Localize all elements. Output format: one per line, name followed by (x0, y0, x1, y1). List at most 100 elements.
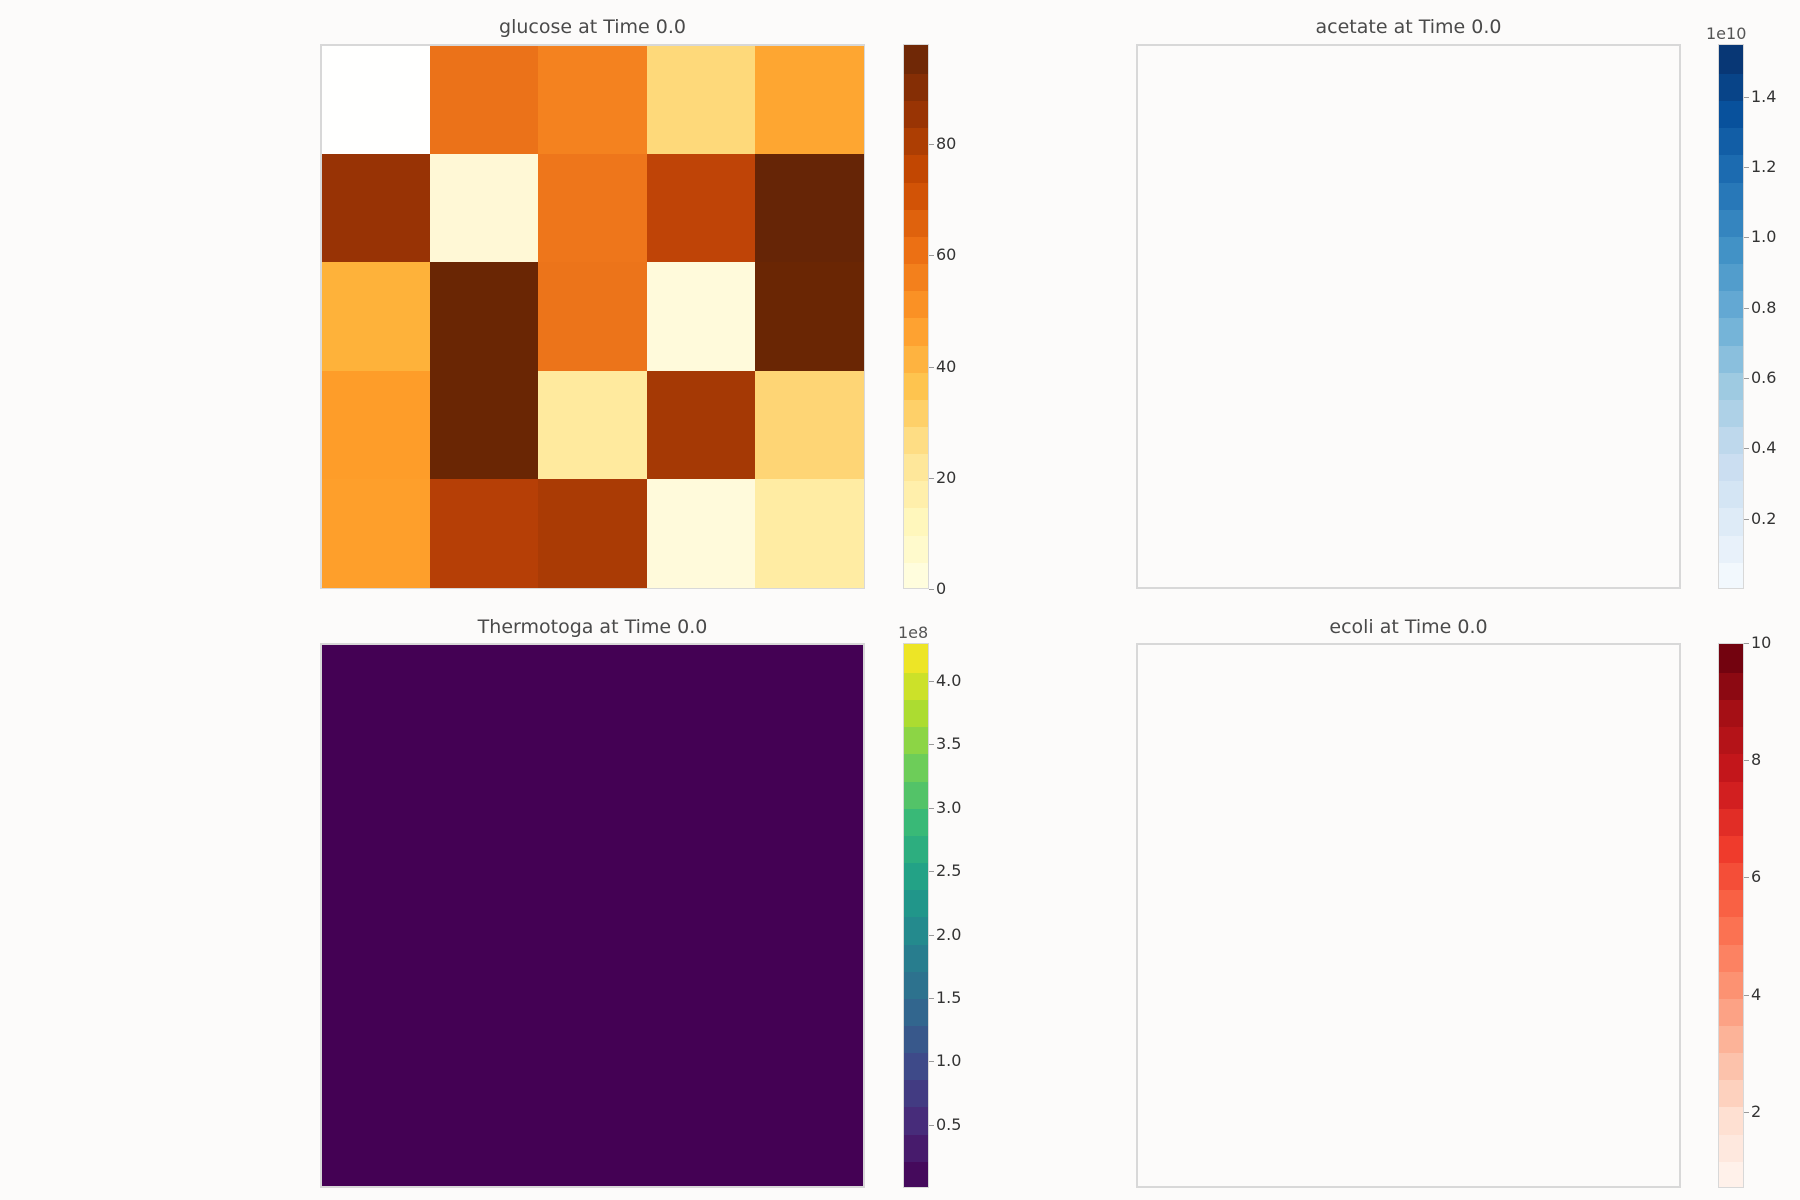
colorbar-tick-label: 80 (936, 134, 957, 154)
thermotoga-heatmap (320, 643, 865, 1188)
heatmap-cell (646, 46, 756, 155)
colorbar-band (1719, 425, 1743, 455)
colorbar-band (1719, 99, 1743, 129)
heatmap-cell (538, 46, 648, 155)
heatmap-cell (538, 154, 648, 264)
colorbar-band (1719, 452, 1743, 482)
heatmap-cell (430, 154, 540, 264)
colorbar-tick-mark (929, 871, 934, 873)
heatmap-cell (538, 262, 648, 372)
colorbar-band (904, 316, 928, 346)
heatmap-cell (430, 46, 540, 155)
colorbar-tick-mark (1744, 448, 1749, 450)
colorbar-band (904, 343, 928, 373)
colorbar-tick-label: 1.4 (1751, 86, 1777, 106)
colorbar-tick-mark (1744, 643, 1749, 644)
colorbar-band (904, 1051, 928, 1081)
colorbar-tick-mark (1744, 1111, 1749, 1113)
colorbar-band (904, 1105, 928, 1135)
colorbar-tick-mark (929, 255, 934, 257)
colorbar-band (1719, 126, 1743, 156)
heatmap-cell (430, 370, 540, 480)
colorbar-tick-label: 1.0 (1751, 227, 1777, 247)
colorbar-band (1719, 1051, 1743, 1081)
colorbar-band (904, 45, 928, 74)
colorbar-band (1719, 671, 1743, 701)
heatmap-cell (754, 370, 864, 480)
colorbar-band (1719, 1105, 1743, 1135)
colorbar-band (904, 834, 928, 864)
ecoli-heatmap (1136, 643, 1681, 1188)
colorbar-tick-mark (1744, 167, 1749, 169)
colorbar-band (1719, 235, 1743, 265)
colorbar-tick-mark (929, 681, 934, 683)
acetate-colorbar-multiplier: 1e10 (1706, 24, 1747, 43)
colorbar-tick-label: 4.0 (936, 671, 962, 691)
colorbar-band (1719, 533, 1743, 563)
colorbar-band (1719, 969, 1743, 999)
colorbar-band (904, 996, 928, 1026)
heatmap-cell (538, 478, 648, 588)
colorbar-tick-mark (1744, 96, 1749, 98)
colorbar-band (904, 506, 928, 536)
colorbar-band (1719, 888, 1743, 918)
colorbar-band (1719, 370, 1743, 400)
heatmap-cell (430, 262, 540, 372)
colorbar-tick-label: 1.5 (936, 987, 962, 1007)
colorbar-band (1719, 479, 1743, 509)
colorbar-band (1719, 942, 1743, 972)
thermotoga-title: Thermotoga at Time 0.0 (477, 616, 708, 638)
colorbar-band (904, 861, 928, 891)
colorbar-tick-mark (1744, 994, 1749, 996)
colorbar-band (904, 752, 928, 782)
colorbar-band (904, 479, 928, 509)
colorbar-tick-label: 0.5 (936, 1114, 962, 1134)
colorbar-band (1719, 316, 1743, 346)
colorbar-tick-mark (929, 807, 934, 809)
colorbar-band (1719, 397, 1743, 427)
colorbar-tick-mark (1744, 877, 1749, 879)
colorbar-band (904, 289, 928, 319)
colorbar-band (904, 99, 928, 129)
colorbar-band (904, 235, 928, 265)
colorbar-tick-mark (1744, 378, 1749, 380)
colorbar-tick-label: 2.0 (936, 924, 962, 944)
colorbar-tick-label: 2 (1751, 1101, 1762, 1121)
colorbar-band (904, 425, 928, 455)
heatmap-cell (754, 46, 864, 155)
colorbar-tick-label: 0.4 (1751, 438, 1777, 458)
glucose-title: glucose at Time 0.0 (499, 16, 686, 38)
colorbar-band (904, 262, 928, 292)
colorbar-tick-label: 3.0 (936, 797, 962, 817)
colorbar-band (1719, 861, 1743, 891)
colorbar-band (904, 207, 928, 237)
colorbar-band (1719, 153, 1743, 183)
colorbar-band (904, 779, 928, 809)
colorbar-band (904, 806, 928, 836)
colorbar-tick-label: 0 (936, 579, 947, 598)
colorbar-band (1719, 72, 1743, 102)
colorbar-band (904, 1132, 928, 1162)
colorbar-band (1719, 343, 1743, 373)
colorbar-tick-label: 0.8 (1751, 297, 1777, 317)
colorbar-band (904, 725, 928, 755)
colorbar-tick-mark (929, 1061, 934, 1063)
colorbar-band (1719, 1132, 1743, 1162)
ecoli-colorbar (1718, 643, 1744, 1188)
colorbar-tick-label: 4 (1751, 984, 1762, 1004)
colorbar-band (1719, 834, 1743, 864)
heatmap-cell (646, 370, 756, 480)
colorbar-band (1719, 506, 1743, 536)
heatmap-cell (322, 154, 431, 264)
colorbar-tick-mark (1744, 307, 1749, 309)
colorbar-band (1719, 752, 1743, 782)
colorbar-tick-label: 40 (936, 356, 957, 376)
acetate-heatmap (1136, 44, 1681, 589)
colorbar-tick-label: 0.6 (1751, 368, 1777, 388)
colorbar-band (1719, 207, 1743, 237)
colorbar-band (1719, 779, 1743, 809)
heatmap-cell (538, 370, 648, 480)
colorbar-band (904, 560, 928, 588)
colorbar-tick-mark (1744, 237, 1749, 239)
heatmap-cell (322, 46, 431, 155)
